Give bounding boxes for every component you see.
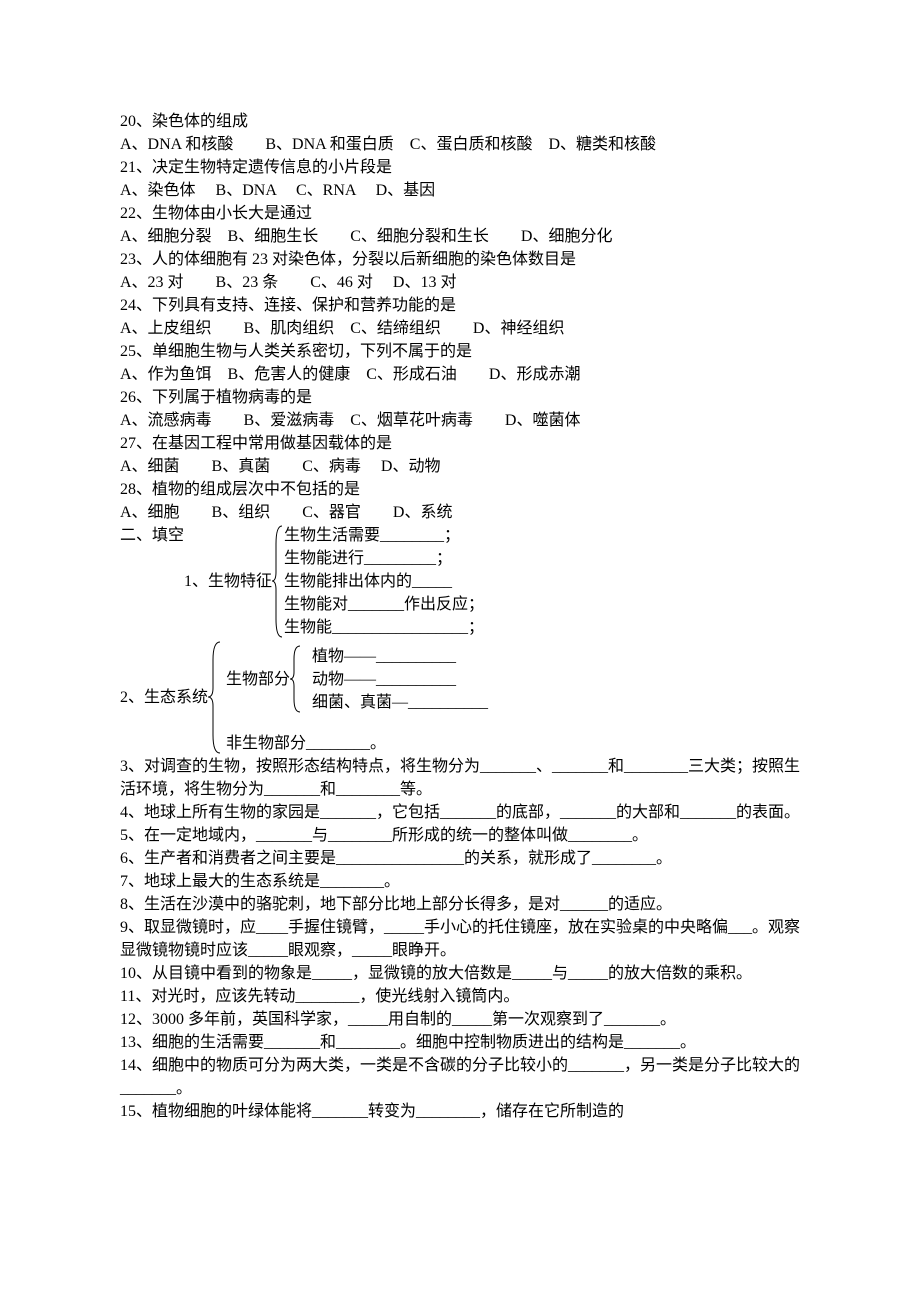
question-25: 25、单细胞生物与人类关系密切，下列不属于的是: [120, 340, 800, 363]
fill-q1-line3: 生物能排出体内的_____: [284, 570, 484, 593]
fill-q9: 9、取显微镜时，应____手握住镜臂，_____手小心的托住镜座，放在实验桌的中…: [120, 916, 800, 962]
fill-q1-line1: 生物生活需要________；: [284, 524, 484, 547]
fill-q2-prefix: 2、生态系统: [120, 686, 208, 709]
question-27-options: A、细菌 B、真菌 C、病毒 D、动物: [120, 455, 800, 478]
question-21: 21、决定生物特定遗传信息的小片段是: [120, 156, 800, 179]
fill-q7: 7、地球上最大的生态系统是________。: [120, 870, 800, 893]
fill-q5: 5、在一定地域内，_______与________所形成的统一的整体叫做____…: [120, 824, 800, 847]
fill-q14: 14、细胞中的物质可分为两大类，一类是不含碳的分子比较小的_______，另一类…: [120, 1054, 800, 1100]
question-25-options: A、作为鱼饵 B、危害人的健康 C、形成石油 D、形成赤潮: [120, 363, 800, 386]
fill-q8: 8、生活在沙漠中的骆驼刺，地下部分比地上部分长得多，是对______的适应。: [120, 893, 800, 916]
fill-q2-container: 2、生态系统 生物部分 植物——__________ 动物——_________…: [120, 639, 800, 755]
fill-q13: 13、细胞的生活需要_______和________。细胞中控制物质进出的结构是…: [120, 1031, 800, 1054]
fill-section-header: 二、填空: [120, 524, 184, 547]
fill-q2-biotic-label: 生物部分: [222, 668, 290, 691]
question-22: 22、生物体由小长大是通过: [120, 202, 800, 225]
question-20: 20、染色体的组成: [120, 110, 800, 133]
fill-q1-prefix: 1、生物特征: [184, 570, 272, 593]
brace-icon: [272, 524, 284, 639]
fill-q6: 6、生产者和消费者之间主要是________________的关系，就形成了__…: [120, 847, 800, 870]
question-28: 28、植物的组成层次中不包括的是: [120, 478, 800, 501]
fill-q10: 10、从目镜中看到的物象是_____，显微镜的放大倍数是_____与_____的…: [120, 962, 800, 985]
brace-icon: [208, 640, 222, 755]
question-27: 27、在基因工程中常用做基因载体的是: [120, 432, 800, 455]
brace-icon: [290, 644, 302, 714]
fill-q2-line1: 植物——__________: [302, 645, 488, 668]
question-26: 26、下列属于植物病毒的是: [120, 386, 800, 409]
question-21-options: A、染色体 B、DNA C、RNA D、基因: [120, 179, 800, 202]
question-24-options: A、上皮组织 B、肌肉组织 C、结缔组织 D、神经组织: [120, 317, 800, 340]
question-20-options: A、DNA 和核酸 B、DNA 和蛋白质 C、蛋白质和核酸 D、糖类和核酸: [120, 133, 800, 156]
fill-q1-line4: 生物能对_______作出反应；: [284, 593, 484, 616]
question-28-options: A、细胞 B、组织 C、器官 D、系统: [120, 501, 800, 524]
fill-q11: 11、对光时，应该先转动________，使光线射入镜筒内。: [120, 985, 800, 1008]
question-23-options: A、23 对 B、23 条 C、46 对 D、13 对: [120, 271, 800, 294]
fill-q1-line5: 生物能_________________；: [284, 616, 484, 639]
fill-q15: 15、植物细胞的叶绿体能将_______转变为________，储存在它所制造的: [120, 1100, 800, 1123]
fill-q2-line2: 动物——__________: [302, 668, 488, 691]
question-24: 24、下列具有支持、连接、保护和营养功能的是: [120, 294, 800, 317]
question-26-options: A、流感病毒 B、爱滋病毒 C、烟草花叶病毒 D、噬菌体: [120, 409, 800, 432]
fill-q12: 12、3000 多年前，英国科学家，_____用自制的_____第一次观察到了_…: [120, 1008, 800, 1031]
fill-q2-line3: 细菌、真菌—__________: [302, 691, 488, 714]
fill-q1-container: 二、填空 1、生物特征 生物生活需要________； 生物能进行_______…: [120, 524, 800, 639]
question-22-options: A、细胞分裂 B、细胞生长 C、细胞分裂和生长 D、细胞分化: [120, 225, 800, 248]
question-23: 23、人的体细胞有 23 对染色体，分裂以后新细胞的染色体数目是: [120, 248, 800, 271]
fill-q4: 4、地球上所有生物的家园是_______，它包括_______的底部，_____…: [120, 801, 800, 824]
fill-q1-line2: 生物能进行_________；: [284, 547, 484, 570]
fill-q2-abiotic: 非生物部分________。: [222, 714, 488, 755]
fill-q3: 3、对调查的生物，按照形态结构特点，将生物分为_______、_______和_…: [120, 755, 800, 801]
